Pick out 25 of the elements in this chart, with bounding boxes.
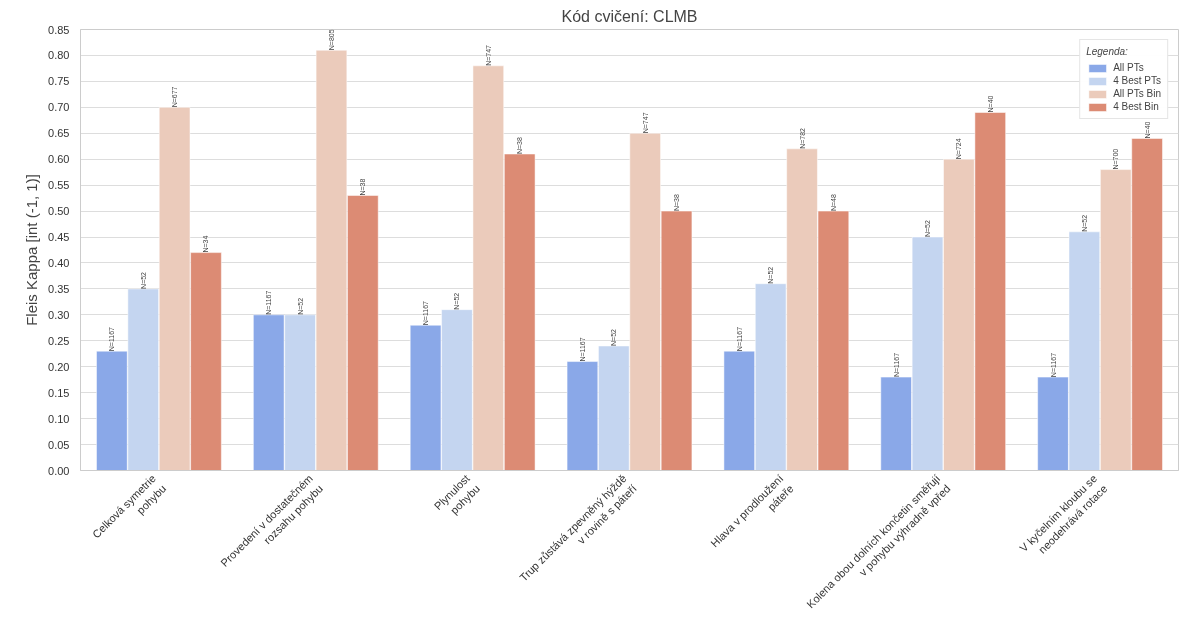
y-tick-label: 0.70 bbox=[48, 101, 70, 114]
y-tick-label: 0.40 bbox=[48, 256, 70, 269]
y-tick-label: 0.60 bbox=[48, 153, 70, 166]
y-tick-label: 0.85 bbox=[48, 23, 70, 36]
y-tick-label: 0.65 bbox=[48, 127, 70, 140]
y-tick-label: 0.30 bbox=[48, 308, 70, 321]
y-tick-label: 0.50 bbox=[48, 205, 70, 218]
legend-label: 4 Best PTs bbox=[1113, 75, 1161, 86]
y-tick-label: 0.20 bbox=[48, 360, 70, 373]
y-tick-label: 0.80 bbox=[48, 49, 70, 62]
legend-label: All PTs bbox=[1113, 62, 1144, 73]
y-tick-label: 0.25 bbox=[48, 334, 70, 347]
legend-label: 4 Best Bin bbox=[1113, 101, 1159, 112]
y-tick-label: 0.55 bbox=[48, 179, 70, 192]
y-tick-label: 0.45 bbox=[48, 231, 70, 244]
y-tick-label: 0.35 bbox=[48, 282, 70, 295]
legend-label: All PTs Bin bbox=[1113, 88, 1161, 99]
y-tick-label: 0.15 bbox=[48, 386, 70, 399]
y-tick-label: 0.00 bbox=[48, 464, 70, 477]
y-tick-label: 0.10 bbox=[48, 412, 70, 425]
y-tick-label: 0.05 bbox=[48, 438, 70, 451]
chart-title: Kód cvičení: CLMB bbox=[561, 7, 698, 25]
legend-title: Legenda: bbox=[1086, 46, 1129, 57]
y-axis-title: Fleis Kappa [int (-1, 1)] bbox=[23, 174, 41, 326]
y-tick-label: 0.75 bbox=[48, 75, 70, 88]
